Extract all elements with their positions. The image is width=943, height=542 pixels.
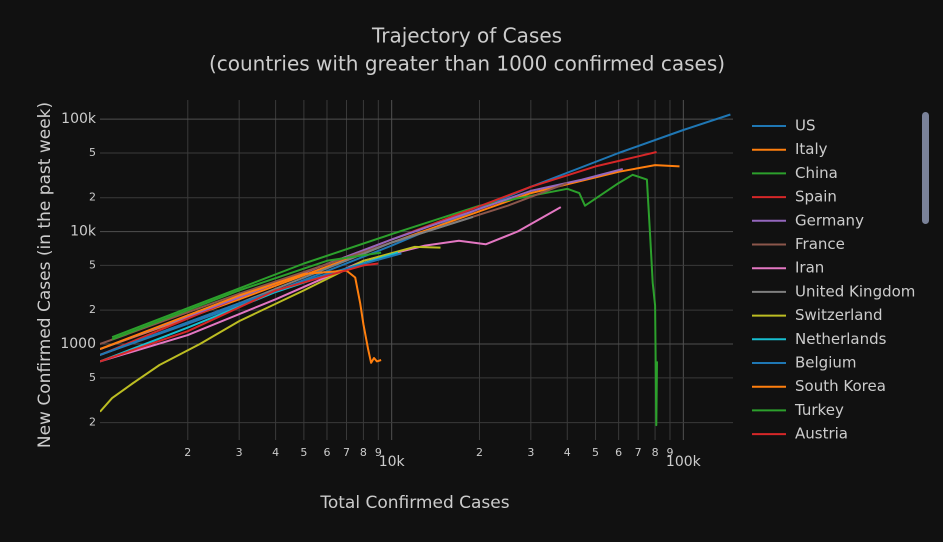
x-tick-label: 8 — [360, 446, 367, 459]
plot-area — [100, 113, 731, 427]
x-tick-label: 3 — [236, 446, 243, 459]
x-axis-title: Total Confirmed Cases — [319, 493, 509, 513]
series-line — [100, 245, 441, 413]
chart-title: Trajectory of Cases — [371, 24, 562, 48]
series-line — [111, 251, 382, 341]
legend-label[interactable]: South Korea — [795, 377, 886, 395]
series-line — [100, 168, 624, 351]
x-tick-label: 10k — [379, 454, 406, 470]
x-tick-label: 5 — [300, 446, 307, 459]
series-line — [100, 262, 379, 363]
legend-label[interactable]: US — [795, 117, 816, 135]
x-tick-label: 3 — [527, 446, 534, 459]
y-tick-label: 5 — [89, 146, 96, 159]
x-tick-label: 9 — [666, 446, 673, 459]
chart-subtitle: (countries with greater than 1000 confir… — [209, 52, 725, 76]
legend-label[interactable]: France — [795, 235, 845, 253]
y-tick-label: 5 — [89, 258, 96, 271]
y-tick-label: 2 — [89, 191, 96, 204]
legend-label[interactable]: Italy — [795, 140, 828, 158]
x-tick-label: 5 — [592, 446, 599, 459]
x-tick-label: 9 — [375, 446, 382, 459]
x-tick-label: 2 — [184, 446, 191, 459]
series-line — [100, 164, 680, 351]
x-tick-label: 4 — [564, 446, 571, 459]
legend-label[interactable]: Iran — [795, 259, 824, 277]
legend-label[interactable]: Turkey — [794, 401, 844, 419]
legend-label[interactable]: Switzerland — [795, 306, 883, 324]
legend-label[interactable]: Austria — [795, 425, 848, 443]
legend[interactable]: US Italy China Spain Germany France Iran United… — [752, 117, 915, 443]
x-tick-label: 6 — [615, 446, 622, 459]
x-tick-label: 4 — [272, 446, 279, 459]
x-tick-label: 7 — [635, 446, 642, 459]
x-tick-label: 8 — [652, 446, 659, 459]
legend-label[interactable]: United Kingdom — [795, 282, 915, 300]
legend-label[interactable]: Germany — [795, 211, 864, 229]
y-tick-label: 10k — [70, 224, 97, 240]
y-tick-label: 2 — [89, 303, 96, 316]
y-tick-label: 100k — [61, 111, 97, 127]
legend-label[interactable]: Spain — [795, 188, 837, 206]
x-tick-label: 6 — [323, 446, 330, 459]
series-line — [100, 206, 562, 363]
y-tick-label: 1000 — [60, 336, 96, 352]
x-tick-label: 100k — [666, 454, 702, 470]
legend-label[interactable]: China — [795, 164, 838, 182]
series-line — [100, 269, 382, 364]
series-line — [111, 173, 658, 427]
x-tick-label: 2 — [476, 446, 483, 459]
y-tick-label: 5 — [89, 371, 96, 384]
legend-label[interactable]: Belgium — [795, 354, 857, 372]
x-tick-label: 7 — [343, 446, 350, 459]
legend-label[interactable]: Netherlands — [795, 330, 887, 348]
y-axis-title: New Confirmed Cases (in the past week) — [35, 102, 55, 448]
y-tick-label: 2 — [89, 416, 96, 429]
legend-scrollbar[interactable] — [922, 112, 929, 224]
